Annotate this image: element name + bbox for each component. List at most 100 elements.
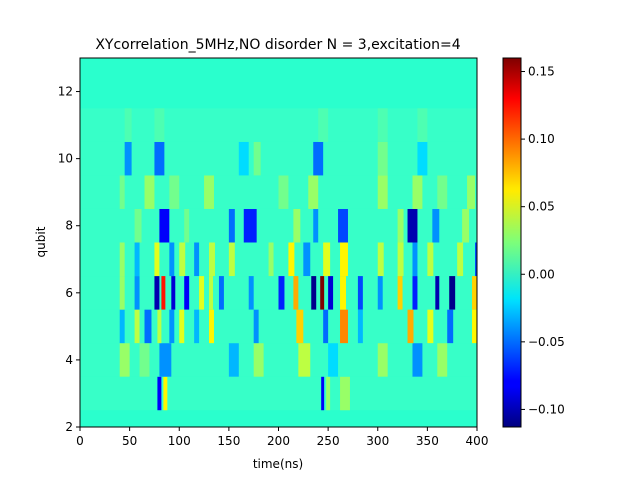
heatmap-cell-q9-2 (169, 175, 180, 209)
y-tick-label-4: 4 (65, 353, 73, 367)
heatmap-cell-q3-1 (163, 376, 168, 411)
heatmap-row-q5 (80, 309, 477, 344)
heatmap-cell-q9-3 (204, 175, 214, 209)
heatmap-cell-q4-9 (437, 343, 448, 377)
heatmap-row-q10 (80, 141, 477, 176)
heatmap-cell-q6-3 (161, 276, 166, 310)
heatmap-cell-q5-9 (296, 309, 304, 344)
heatmap-cell-q7-1 (134, 242, 140, 277)
x-tick-label-400: 400 (466, 434, 489, 448)
heatmap-cell-q5-1 (134, 309, 140, 344)
heatmap-cell-q4-2 (159, 343, 172, 377)
heatmap-cell-q5-0 (119, 309, 125, 344)
heatmap-cell-q9-0 (119, 175, 125, 209)
heatmap-cell-q10-0 (124, 141, 132, 176)
colorbar-tick-label-2: 0.05 (528, 200, 555, 214)
heatmap-cell-q4-6 (328, 343, 339, 377)
heatmap-cell-q3-0 (157, 376, 162, 411)
x-tick-label-200: 200 (267, 434, 290, 448)
heatmap-cell-q6-15 (340, 276, 346, 310)
heatmap-cell-q5-11 (340, 309, 348, 344)
heatmap-cell-q7-7 (228, 242, 235, 277)
heatmap-cell-q7-0 (119, 242, 125, 277)
heatmap-cell-q6-22 (472, 276, 477, 310)
heatmap-cell-q7-2 (154, 242, 160, 277)
heatmap-cell-q6-21 (449, 276, 456, 310)
heatmap-cell-q11-3 (377, 108, 388, 142)
heatmap-cell-q7-14 (397, 242, 404, 277)
heatmap-cell-q5-6 (194, 309, 200, 344)
heatmap-cell-q9-6 (377, 175, 388, 209)
heatmap-cell-q8-0 (134, 208, 142, 243)
heatmap-cell-q5-5 (179, 309, 185, 344)
heatmap-cell-q5-16 (472, 309, 477, 344)
heatmap-cell-q4-3 (228, 343, 239, 377)
y-tick-label-12: 12 (58, 85, 73, 99)
colorbar-ticks: 0.15 0.10 0.05 0.00 −0.05 −0.10 (521, 65, 565, 416)
heatmap-cell-q4-5 (298, 343, 311, 377)
heatmap-cell-q6-0 (119, 276, 125, 310)
heatmap-cell-q6-11 (293, 276, 299, 310)
x-tick-label-350: 350 (416, 434, 439, 448)
heatmap-cell-q7-13 (377, 242, 384, 277)
heatmap-cell-q8-4 (243, 208, 257, 243)
heatmap-cells (80, 108, 477, 411)
heatmap-cell-q8-2 (184, 208, 190, 243)
heatmap-cell-q8-3 (228, 208, 235, 243)
heatmap-cell-q7-17 (457, 242, 464, 277)
heatmap-cell-q5-12 (357, 309, 363, 344)
colorbar-tick-label-4: −0.05 (528, 335, 565, 349)
heatmap-cell-q6-8 (218, 276, 224, 310)
heatmap-cell-q6-5 (184, 276, 190, 310)
y-tick-label-8: 8 (65, 219, 73, 233)
y-axis-ticks: 2 4 6 8 10 12 (58, 85, 80, 434)
heatmap-cell-q11-0 (124, 108, 132, 142)
heatmap-cell-q10-4 (313, 141, 324, 176)
heatmap-cell-q4-4 (253, 343, 264, 377)
x-axis-label: time(ns) (253, 457, 303, 471)
heatmap-cell-q4-7 (377, 343, 388, 377)
heatmap-cell-q5-8 (253, 309, 259, 344)
heatmap-cell-q8-5 (293, 208, 301, 243)
heatmap-cell-q7-6 (209, 242, 215, 277)
heatmap-cell-q8-8 (397, 208, 404, 243)
heatmap-cell-q6-20 (435, 276, 440, 310)
heatmap-cell-q6-17 (377, 276, 383, 310)
x-tick-label-50: 50 (122, 434, 137, 448)
x-tick-label-250: 250 (317, 434, 340, 448)
heatmap-cell-q6-7 (209, 276, 213, 310)
heatmap-cell-q6-14 (328, 276, 334, 310)
heatmap-cell-q7-16 (427, 242, 434, 277)
heatmap-cell-q9-9 (467, 175, 476, 209)
heatmap-cell-q7-9 (288, 242, 295, 277)
heatmap-cell-q9-4 (278, 175, 289, 209)
colorbar-tick-label-5: −0.10 (528, 402, 565, 416)
heatmap-cell-q10-6 (417, 141, 428, 176)
heatmap-cell-q7-18 (475, 242, 477, 277)
heatmap-cell-q9-1 (144, 175, 155, 209)
heatmap-cell-q8-1 (159, 208, 170, 243)
heatmap-cell-q11-4 (417, 108, 428, 142)
y-tick-label-6: 6 (65, 286, 73, 300)
heatmap-cell-q4-0 (119, 343, 130, 377)
heatmap-cell-q3-4 (340, 376, 350, 411)
heatmap-cell-q6-4 (171, 276, 176, 310)
heatmap-cell-q8-10 (432, 208, 440, 243)
heatmap-cell-q10-5 (377, 141, 388, 176)
heatmap-cell-q5-14 (427, 309, 434, 344)
heatmap-row-q11 (80, 108, 477, 142)
heatmap-cell-q7-11 (323, 242, 331, 277)
y-tick-label-2: 2 (65, 420, 73, 434)
heatmap-cell-q8-11 (462, 208, 470, 243)
heatmap-cell-q11-2 (318, 108, 329, 142)
x-tick-label-300: 300 (366, 434, 389, 448)
heatmap-cell-q5-7 (209, 309, 214, 344)
heatmap-cell-q5-3 (157, 309, 162, 344)
heatmap-cell-q8-7 (338, 208, 348, 243)
heatmap-cell-q4-8 (412, 343, 423, 377)
heatmap-cell-q5-13 (407, 309, 414, 344)
colorbar-tick-label-3: 0.00 (528, 267, 555, 281)
heatmap-cell-q7-8 (268, 242, 274, 277)
heatmap-cell-q9-8 (437, 175, 448, 209)
heatmap-cell-q5-2 (144, 309, 152, 344)
